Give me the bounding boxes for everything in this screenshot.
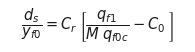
Text: $\dfrac{d_s}{y_{f0}} = C_r \;\left[\dfrac{q_{f1}}{M\;q_{f0c}} - C_0\;\right]$: $\dfrac{d_s}{y_{f0}} = C_r \;\left[\dfra…	[21, 7, 174, 45]
